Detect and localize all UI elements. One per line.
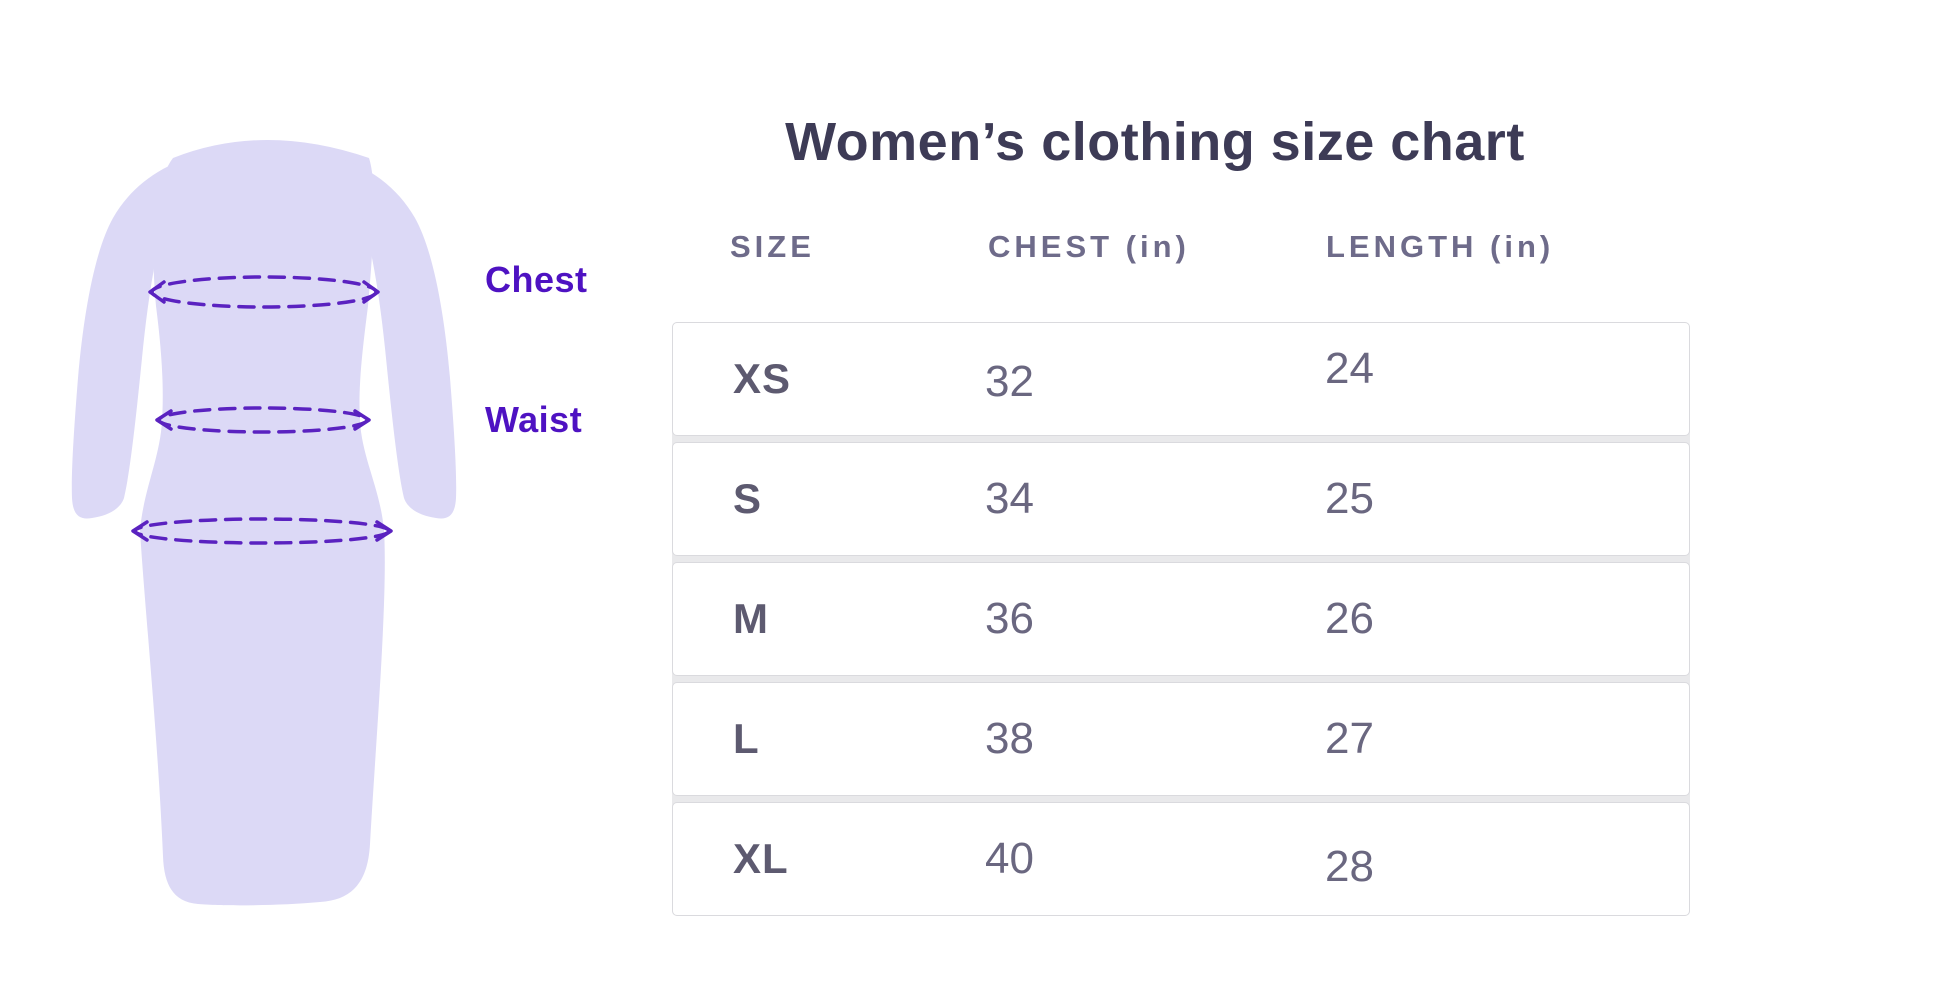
chest-value-cell: 40: [985, 834, 1034, 883]
dress-body-shape: [140, 140, 385, 906]
table-row: M 36 26: [672, 562, 1690, 676]
chest-value-cell: 34: [985, 474, 1034, 523]
chest-arrow-right-icon: [362, 280, 380, 304]
hip-arrow-left-icon: [131, 520, 149, 542]
table-row: XS 32 24: [672, 322, 1690, 436]
size-cell: XL: [733, 835, 789, 882]
column-header-chest: CHEST (in): [988, 229, 1190, 264]
chest-value-cell: 32: [985, 357, 1034, 406]
size-table: XS 32 24 S 34 25 M 36 26 L 38 27 XL 40 2…: [672, 322, 1690, 916]
length-value-cell: 28: [1325, 842, 1374, 891]
dress-left-sleeve: [71, 154, 208, 519]
column-header-length: LENGTH (in): [1326, 229, 1555, 264]
chest-measurement-label: Chest: [485, 259, 588, 300]
length-value-cell: 27: [1325, 714, 1374, 763]
hip-arrow-right-icon: [375, 520, 393, 542]
chest-value-cell: 38: [985, 714, 1034, 763]
waist-arrow-left-icon: [155, 409, 173, 431]
page-title: Women’s clothing size chart: [785, 112, 1525, 172]
size-cell: XS: [733, 355, 792, 402]
chest-value-cell: 36: [985, 594, 1034, 643]
table-row: L 38 27: [672, 682, 1690, 796]
column-header-size: SIZE: [730, 229, 815, 264]
size-cell: L: [733, 715, 760, 762]
length-value-cell: 24: [1325, 344, 1374, 393]
table-row: S 34 25: [672, 442, 1690, 556]
length-value-cell: 26: [1325, 594, 1374, 643]
table-header: SIZE CHEST (in) LENGTH (in): [672, 228, 1690, 268]
dress-right-sleeve: [320, 154, 457, 519]
table-row: XL 40 28: [672, 802, 1690, 916]
waist-arrow-right-icon: [353, 409, 371, 431]
chest-arrow-left-icon: [148, 280, 166, 304]
size-cell: M: [733, 595, 769, 642]
length-value-cell: 25: [1325, 474, 1374, 523]
waist-measurement-label: Waist: [485, 399, 583, 440]
dress-illustration: [71, 140, 457, 906]
size-cell: S: [733, 475, 763, 522]
